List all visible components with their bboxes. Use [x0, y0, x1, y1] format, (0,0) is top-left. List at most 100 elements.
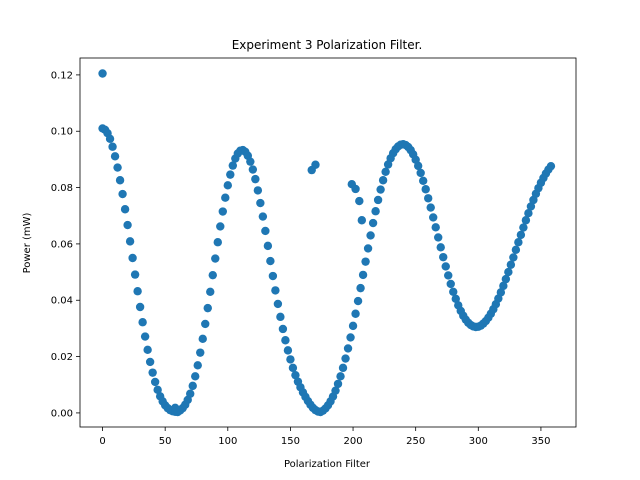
data-point — [501, 274, 511, 284]
data-point — [206, 287, 215, 296]
data-point — [283, 346, 293, 355]
points-layer — [98, 69, 556, 417]
data-point — [128, 253, 137, 263]
data-point — [120, 205, 130, 214]
data-point — [268, 271, 278, 281]
data-point — [436, 243, 445, 252]
data-point — [203, 303, 212, 313]
data-point — [110, 152, 120, 161]
data-point — [123, 220, 132, 230]
data-point — [198, 334, 207, 344]
x-tick-label: 300 — [469, 436, 488, 447]
data-point — [208, 270, 217, 280]
data-point — [115, 176, 125, 185]
y-tick-label: 0.10 — [51, 127, 73, 138]
data-point — [439, 252, 448, 262]
data-point — [248, 165, 258, 174]
data-point — [256, 198, 265, 208]
data-point — [105, 134, 115, 144]
data-point — [521, 216, 531, 225]
data-point — [546, 161, 556, 171]
x-tick-label: 0 — [99, 436, 105, 447]
data-point — [118, 189, 127, 199]
data-point — [150, 377, 160, 387]
data-point — [135, 302, 145, 312]
plot-border — [79, 57, 577, 428]
data-point — [226, 170, 235, 179]
data-point — [271, 286, 280, 295]
data-point — [281, 336, 290, 345]
data-point — [286, 355, 295, 364]
data-point — [138, 318, 147, 327]
data-point — [143, 345, 152, 355]
data-point — [216, 222, 225, 231]
y-axis-label: Power (mW) — [22, 212, 33, 273]
data-point — [246, 157, 255, 166]
data-point — [273, 299, 283, 309]
data-point — [424, 194, 433, 203]
data-point — [261, 226, 270, 236]
x-axis: 0 50 100 150 200 250 300 350 — [99, 427, 550, 447]
data-point — [170, 403, 180, 413]
data-point — [353, 296, 363, 306]
data-point — [153, 385, 162, 395]
data-point — [333, 379, 343, 389]
data-point — [511, 245, 521, 255]
data-point — [278, 324, 288, 334]
data-point — [416, 168, 425, 178]
data-point — [338, 363, 348, 373]
data-point — [351, 184, 360, 194]
data-point — [524, 209, 533, 218]
y-tick-label: 0.12 — [51, 70, 73, 81]
chart-title: Experiment 3 Polarization Filter. — [232, 38, 423, 52]
y-tick-label: 0.02 — [51, 352, 73, 363]
data-point — [504, 267, 513, 277]
data-point — [351, 309, 360, 318]
y-tick-label: 0.08 — [51, 183, 73, 194]
data-point — [191, 372, 200, 381]
data-point — [258, 212, 268, 221]
data-point — [228, 161, 238, 170]
data-point — [446, 279, 455, 289]
data-point — [108, 142, 117, 151]
x-tick-label: 150 — [281, 436, 300, 447]
data-point — [361, 257, 370, 266]
y-tick-label: 0.04 — [51, 296, 73, 307]
x-tick-label: 350 — [531, 436, 550, 447]
data-point — [348, 321, 358, 331]
data-point — [429, 213, 438, 222]
data-point — [186, 389, 195, 398]
data-point — [499, 281, 508, 291]
data-point — [358, 270, 368, 280]
data-point — [213, 238, 222, 247]
data-point — [133, 287, 142, 296]
data-point — [509, 253, 518, 262]
data-point — [431, 223, 440, 232]
data-point — [211, 254, 220, 263]
data-point — [125, 237, 135, 246]
data-point — [451, 294, 460, 304]
data-point — [193, 361, 202, 370]
x-tick-label: 100 — [218, 436, 237, 447]
data-point — [113, 163, 122, 172]
plot-area — [80, 58, 576, 427]
data-point — [368, 218, 378, 228]
data-point — [441, 262, 450, 271]
data-point — [373, 195, 383, 205]
data-point — [311, 160, 320, 169]
data-point — [341, 354, 350, 363]
data-point — [346, 333, 355, 342]
data-point — [381, 167, 390, 176]
data-point — [145, 357, 155, 367]
data-point — [201, 319, 210, 329]
data-point — [253, 186, 263, 195]
data-point — [514, 238, 523, 247]
data-point — [221, 193, 230, 202]
y-tick-label: 0.06 — [51, 239, 73, 250]
data-point — [331, 386, 340, 395]
data-point — [98, 69, 107, 78]
data-point — [343, 344, 353, 353]
data-point — [266, 256, 275, 266]
x-tick-label: 200 — [344, 436, 363, 447]
